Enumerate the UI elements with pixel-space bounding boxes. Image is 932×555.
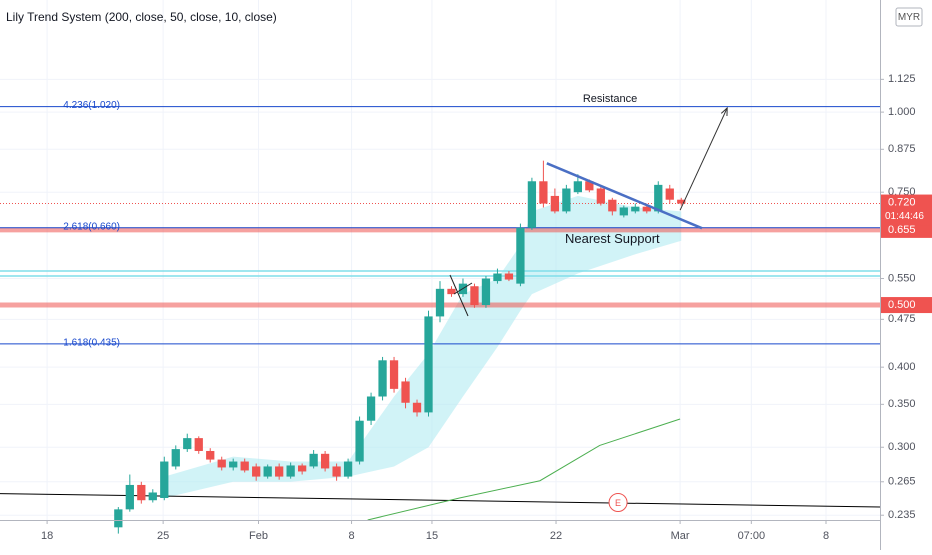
candle-body <box>654 184 663 212</box>
x-tick-label: Mar <box>671 530 690 542</box>
candle-body <box>619 207 628 216</box>
candle-body <box>516 227 525 284</box>
plot: 4.236(1.020) 2.618(0.660) 1.618(0.435) Resi… <box>0 0 881 534</box>
candle-body <box>527 181 537 228</box>
candle-body <box>539 181 548 204</box>
event-label: E <box>615 498 621 508</box>
pattern-line <box>449 274 469 317</box>
candle-body <box>298 465 307 472</box>
fib-level-label: 2.618(0.660) <box>63 221 120 232</box>
price-label: 0.500 <box>888 299 916 311</box>
candle-body <box>573 181 582 193</box>
candle-body <box>332 466 341 477</box>
price-label: 0.720 <box>888 196 916 208</box>
candle-body <box>171 449 180 467</box>
y-tick-label: 0.550 <box>888 272 916 284</box>
x-tick-label: Feb <box>249 530 268 542</box>
pattern-line <box>453 282 473 295</box>
candle-body <box>424 316 433 413</box>
chart-title: Lily Trend System (200, close, 50, close… <box>6 10 277 24</box>
candle-body <box>665 188 674 200</box>
candle-body <box>229 461 238 468</box>
candle-body <box>412 402 422 413</box>
candle-body <box>677 199 686 204</box>
candle-body <box>148 492 157 501</box>
candle-body <box>470 286 479 306</box>
candle-body <box>435 288 445 317</box>
candle-body <box>366 396 376 421</box>
x-tick-label: 25 <box>157 530 169 542</box>
candle-body <box>631 206 640 212</box>
candle-body <box>194 438 203 451</box>
candle-body <box>240 461 249 471</box>
candle-body <box>217 459 226 468</box>
candle-body <box>401 381 410 403</box>
x-tick-label: 8 <box>823 530 829 542</box>
candle-body <box>550 195 560 212</box>
fib-level-label: 1.618(0.435) <box>63 337 120 348</box>
y-tick-label: 0.350 <box>888 398 916 410</box>
candle-body <box>562 188 571 212</box>
y-tick-label: 0.400 <box>888 361 916 373</box>
x-tick-label: 18 <box>41 530 53 542</box>
candle-body <box>137 484 146 501</box>
candle-body <box>320 453 330 469</box>
candle-body <box>642 206 651 212</box>
price-label-box <box>881 297 932 314</box>
y-tick-label: 0.265 <box>888 476 916 488</box>
arrow <box>679 107 728 211</box>
candle-body <box>275 466 284 477</box>
candle-body <box>447 288 456 295</box>
arrow-head <box>720 106 728 116</box>
price-label-box <box>881 194 932 226</box>
moving-average <box>0 493 881 508</box>
candle-body <box>608 199 617 212</box>
candle-body <box>355 420 364 462</box>
x-tick-label: 22 <box>550 530 562 542</box>
x-tick-label: 07:00 <box>738 530 766 542</box>
candle-body <box>493 273 502 282</box>
candle-body <box>125 484 134 510</box>
fib-level-label: 4.236(1.020) <box>63 100 120 111</box>
annotation: Nearest Support <box>565 231 660 246</box>
trendline <box>546 162 703 230</box>
candle-body <box>585 181 594 191</box>
candle-body <box>504 273 514 280</box>
y-tick-label: 0.875 <box>888 143 916 155</box>
candle-body <box>114 509 123 528</box>
y-tick-label: 1.000 <box>888 106 916 118</box>
event-marker[interactable] <box>608 492 628 512</box>
candle-body <box>206 450 215 460</box>
candle-body <box>389 360 399 389</box>
candle-body <box>286 465 295 477</box>
x-tick-label: 8 <box>348 530 354 542</box>
currency-box[interactable] <box>895 7 923 27</box>
y-tick-label: 1.125 <box>888 73 916 85</box>
moving-average <box>367 418 681 521</box>
annotation: Resistance <box>583 93 637 105</box>
x-tick-label: 15 <box>426 530 438 542</box>
candle-body <box>309 453 318 467</box>
candle-body <box>481 278 491 306</box>
candle-body <box>343 461 353 477</box>
countdown: 01:44:46 <box>885 211 924 222</box>
candle-body <box>263 466 272 477</box>
candle-body <box>378 360 387 397</box>
y-tick-label: 0.475 <box>888 313 916 325</box>
price-label-box <box>881 221 932 238</box>
candle-body <box>160 461 169 498</box>
currency: MYR <box>898 12 920 23</box>
candle-body <box>596 188 605 204</box>
y-tick-label: 0.300 <box>888 441 916 453</box>
y-tick-label: 0.235 <box>888 509 916 521</box>
price-label: 0.655 <box>888 224 916 236</box>
candle-body <box>183 438 192 450</box>
candle-body <box>252 466 261 477</box>
